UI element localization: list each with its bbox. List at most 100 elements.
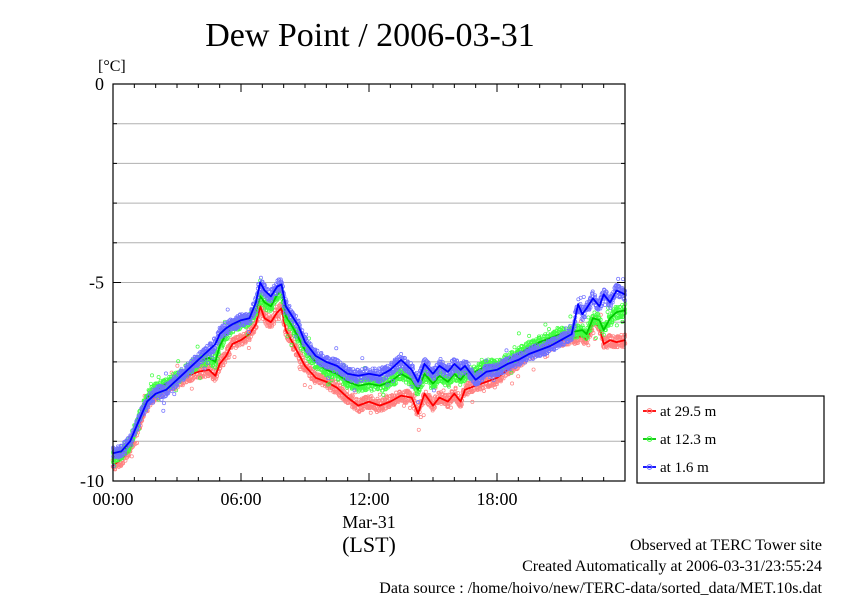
- series-0-sample-point: [607, 333, 612, 338]
- series-2: [111, 275, 628, 468]
- series-0-sample-point: [495, 382, 499, 387]
- grid-lines: [113, 123, 625, 442]
- series-0-sample-point: [298, 351, 303, 355]
- series-0-sample-point: [368, 410, 373, 415]
- series-2-sample-point: [187, 371, 192, 376]
- series-1-sample-point: [446, 383, 451, 388]
- series-0-sample-point: [381, 406, 386, 411]
- series-1-sample-point: [369, 388, 374, 393]
- series-0-sample-point: [459, 402, 464, 407]
- series-2-sample-point: [213, 346, 218, 351]
- series-1-sample-point: [605, 309, 610, 314]
- series-1-sample-point: [416, 390, 421, 395]
- series-0-sample-point: [611, 334, 616, 339]
- series-0-sample-point: [459, 404, 463, 409]
- series-0-sample-point: [608, 333, 613, 338]
- series-0-sample-point: [221, 363, 226, 368]
- series-0-sample-point: [135, 441, 140, 445]
- series-0-sample-point: [448, 393, 453, 398]
- y-unit-label: [°C]: [98, 58, 126, 75]
- series-1-sample-point: [289, 342, 294, 347]
- series-0-sample-point: [433, 405, 437, 410]
- series-2-sample-point: [175, 383, 180, 388]
- series-1-sample-point: [222, 319, 227, 324]
- series-2-sample-point: [177, 379, 182, 384]
- series-2-sample-point: [274, 292, 278, 297]
- series-1-sample-point: [420, 383, 425, 387]
- series-0-sample-point: [421, 413, 426, 418]
- series-1-sample-point: [527, 333, 532, 338]
- series-0-sample-point: [341, 388, 346, 393]
- series-0-sample-point: [618, 335, 623, 340]
- series-2-sample-point: [159, 397, 164, 402]
- series-1-sample-point: [345, 385, 350, 390]
- series-2-sample-point: [287, 303, 292, 308]
- series-1-sample-point: [270, 306, 275, 310]
- series-1-sample-point: [546, 327, 551, 332]
- series-0-sample-point: [302, 383, 307, 388]
- series-1-sample-point: [593, 336, 598, 340]
- series-1-sample-point: [580, 323, 585, 328]
- series-2-sample-point: [144, 408, 149, 413]
- series-2-sample-point: [194, 355, 199, 360]
- series-0-sample-point: [308, 385, 313, 390]
- series-1-sample-point: [601, 332, 606, 337]
- series-2-sample-point: [166, 390, 171, 395]
- series-0-sample-point: [272, 321, 276, 326]
- series-1-sample-point: [592, 310, 597, 315]
- series-1-sample-point: [516, 331, 521, 336]
- series-0-sample-point: [301, 355, 306, 360]
- series-0-sample-point: [586, 343, 591, 348]
- series-2-sample-point: [151, 397, 156, 401]
- series-2-sample-point: [202, 366, 207, 371]
- series-2-sample-point: [262, 283, 267, 288]
- series-0-sample-point: [448, 405, 453, 410]
- series-1-sample-point: [401, 378, 406, 383]
- series-0-sample-point: [306, 370, 311, 375]
- series-0-sample-point: [189, 386, 194, 391]
- series-0-sample-point: [531, 367, 536, 372]
- series-1-sample-point: [148, 381, 153, 386]
- series-0-sample-point: [377, 392, 382, 397]
- series-0-sample-point: [277, 317, 281, 322]
- series-0-sample-point: [350, 394, 355, 398]
- series-0-sample-point: [223, 360, 228, 365]
- series-1-sample-point: [615, 305, 620, 310]
- series-1-sample-point: [221, 343, 226, 348]
- series-2-sample-point: [185, 374, 189, 379]
- series-1-sample-point: [380, 388, 385, 393]
- series-2-sample-point: [205, 343, 210, 348]
- series-1-sample-point: [614, 323, 619, 328]
- series-2-sample-point: [276, 277, 281, 282]
- series-layer: [110, 275, 628, 472]
- series-0-sample-point: [470, 399, 475, 404]
- series-2-sample-point: [260, 279, 265, 284]
- series-0-sample-point: [418, 415, 423, 420]
- series-2-sample-point: [246, 329, 251, 334]
- series-1-sample-point: [150, 373, 154, 378]
- series-0-sample-point: [469, 389, 474, 394]
- series-2-sample-point: [161, 408, 166, 413]
- series-2-sample-point: [266, 289, 271, 294]
- series-0-sample-point: [248, 334, 253, 339]
- series-0-sample-point: [591, 330, 596, 335]
- series-0-sample-point: [408, 405, 412, 410]
- series-0-sample-point: [408, 390, 413, 395]
- series-1-sample-point: [585, 335, 590, 340]
- series-2-sample-point: [123, 451, 127, 456]
- series-0-sample-point: [516, 374, 521, 379]
- series-2-sample-point: [225, 307, 230, 312]
- series-1-sample-point: [346, 383, 350, 388]
- series-1-sample-point: [562, 326, 567, 331]
- series-2-sample-point: [162, 401, 166, 406]
- series-2-sample-point: [151, 399, 156, 404]
- series-0-sample-point: [121, 461, 126, 466]
- series-0-sample-point: [175, 363, 180, 368]
- series-0-sample-point: [203, 374, 208, 379]
- series-2-sample-point: [129, 442, 134, 447]
- series-0-sample-point: [254, 325, 259, 330]
- series-0-sample-point: [246, 346, 251, 350]
- series-0-sample-point: [501, 376, 506, 381]
- series-1-sample-point: [276, 295, 281, 300]
